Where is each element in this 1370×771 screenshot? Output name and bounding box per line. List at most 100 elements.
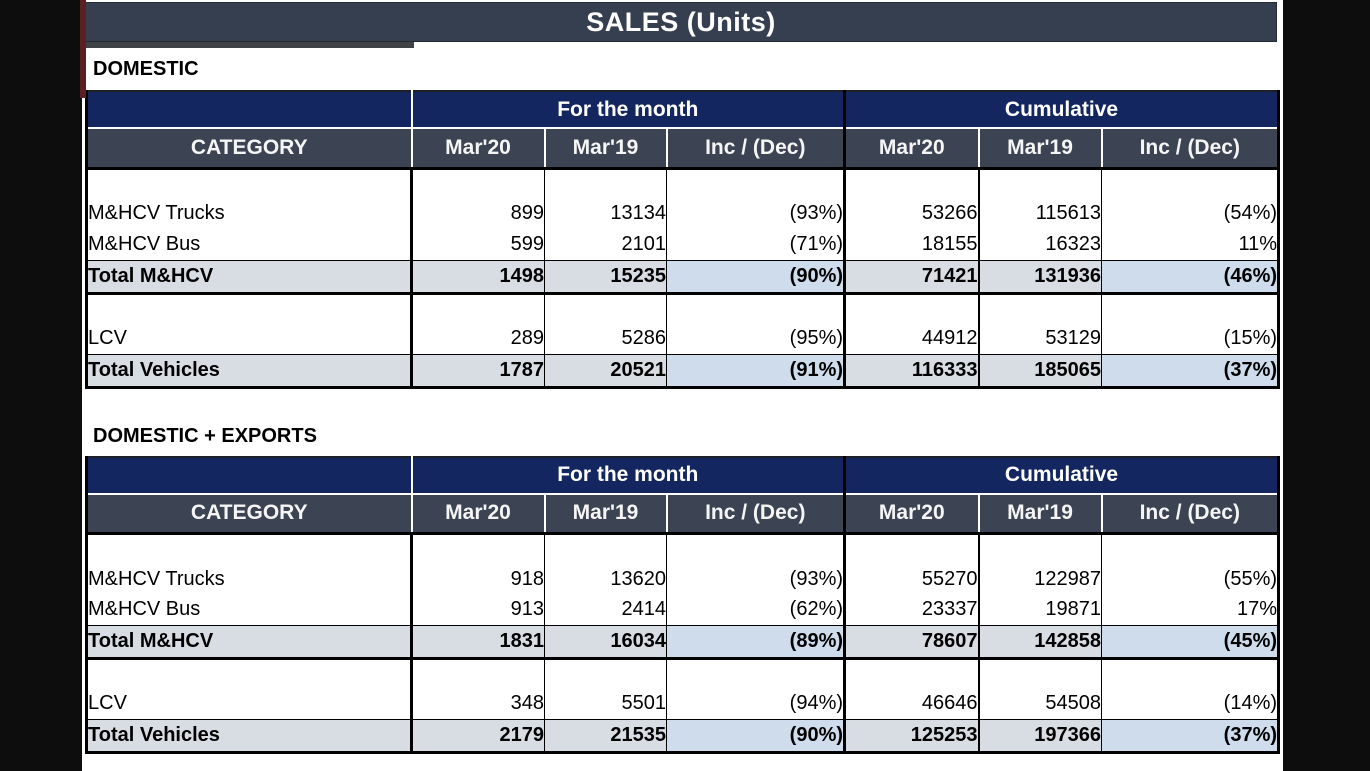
table-cell: 21535: [544, 719, 667, 754]
table-cell: 197366: [977, 719, 1102, 754]
table-cell: [977, 168, 1102, 198]
column-header: Mar'20: [410, 128, 545, 170]
table-cell: 2414: [544, 594, 667, 626]
column-header: Inc / (Dec): [1100, 128, 1281, 170]
page-title: SALES (Units): [85, 2, 1277, 42]
table-row-total: Total M&HCV 1831 16034 (89%) 78607 142858 (45%…: [85, 625, 1281, 660]
table-cell: 1831: [410, 625, 545, 660]
table-cell: 115613: [977, 198, 1102, 229]
column-header-row: CATEGORY Mar'20 Mar'19 Inc / (Dec) Mar'20 Mar…: [85, 493, 1281, 535]
table-cell: 131936: [977, 259, 1102, 295]
table-cell: 13620: [544, 563, 667, 595]
table-cell: 19871: [977, 594, 1102, 626]
table-cell: [977, 658, 1102, 689]
sales-table-domestic-wrap: For the month Cumulative CATEGORY Mar'20 Mar…: [85, 90, 1283, 389]
table-cell: [665, 658, 845, 689]
table-cell: [544, 533, 667, 564]
table-cell: [410, 293, 545, 323]
column-header: CATEGORY: [85, 128, 412, 170]
table-row-data: LCV 348 5501 (94%) 46646 54508 (14%): [85, 688, 1281, 720]
table-cell: 899: [410, 198, 545, 229]
table-cell: 918: [410, 563, 545, 595]
table-cell: 142858: [977, 625, 1102, 660]
table-cell: 23337: [843, 594, 979, 626]
table-cell: 289: [410, 323, 545, 354]
table-row-data: M&HCV Bus 599 2101 (71%) 18155 16323 11%: [85, 229, 1281, 260]
column-header: Inc / (Dec): [665, 493, 845, 535]
column-header: Mar'19: [543, 493, 667, 535]
table-cell: 20521: [544, 353, 667, 389]
table-row-spacer: [85, 293, 1281, 323]
table-cell: (46%): [1101, 259, 1281, 295]
table-cell: [85, 533, 412, 564]
sales-table-domestic-exports-wrap: For the month Cumulative CATEGORY Mar'20 Mar…: [85, 455, 1283, 754]
table-row-spacer: [85, 533, 1281, 564]
table-cell: [843, 168, 979, 198]
table-cell: (91%): [665, 353, 845, 389]
table-cell: LCV: [85, 323, 412, 354]
table-cell: [544, 293, 667, 323]
table-cell: Total Vehicles: [85, 719, 412, 754]
column-header-row: CATEGORY Mar'20 Mar'19 Inc / (Dec) Mar'20 Mar…: [85, 128, 1281, 170]
table-cell: 71421: [843, 259, 979, 295]
table-cell: 16034: [544, 625, 667, 660]
table-cell: [843, 533, 979, 564]
table-cell: (71%): [665, 229, 845, 260]
table-cell: [665, 168, 845, 198]
table-cell: (62%): [665, 594, 845, 626]
table-cell: [544, 168, 667, 198]
table-cell: (90%): [665, 719, 845, 754]
table-cell: 116333: [843, 353, 979, 389]
column-header: Inc / (Dec): [1100, 493, 1281, 535]
table-row-data: M&HCV Trucks 918 13620 (93%) 55270 122987 (55%…: [85, 563, 1281, 595]
table-cell: 2179: [410, 719, 545, 754]
table-cell: (90%): [665, 259, 845, 295]
table-cell: [410, 168, 545, 198]
table-cell: 78607: [843, 625, 979, 660]
table-row-spacer: [85, 168, 1281, 198]
accent-strip: [80, 0, 86, 98]
group-header-blank: [85, 90, 413, 129]
column-header: Inc / (Dec): [665, 128, 845, 170]
column-header: Mar'20: [410, 493, 545, 535]
table-cell: LCV: [85, 688, 412, 720]
table-cell: (37%): [1101, 353, 1281, 389]
column-header: Mar'20: [843, 128, 979, 170]
table-cell: [977, 533, 1102, 564]
table-cell: [85, 658, 412, 689]
table-row-spacer: [85, 658, 1281, 689]
table-cell: (89%): [665, 625, 845, 660]
table-cell: 53129: [977, 323, 1102, 354]
table-cell: [665, 293, 845, 323]
table-cell: M&HCV Trucks: [85, 198, 412, 229]
table-cell: [1101, 168, 1281, 198]
table-cell: (93%): [665, 563, 845, 595]
table-cell: 1498: [410, 259, 545, 295]
table-cell: [665, 533, 845, 564]
table-cell: (14%): [1101, 688, 1281, 720]
table-cell: 53266: [843, 198, 979, 229]
table-cell: [85, 293, 412, 323]
table-cell: [843, 658, 979, 689]
column-header: Mar'19: [977, 128, 1102, 170]
table-row-data: LCV 289 5286 (95%) 44912 53129 (15%): [85, 323, 1281, 354]
group-header-cumulative: Cumulative: [844, 90, 1281, 129]
section-label-domestic-exports: DOMESTIC + EXPORTS: [93, 424, 317, 447]
table-cell: [1101, 658, 1281, 689]
table-cell: 13134: [544, 198, 667, 229]
table-cell: (54%): [1101, 198, 1281, 229]
table-cell: 54508: [977, 688, 1102, 720]
section-label-domestic: DOMESTIC: [93, 58, 199, 80]
group-header-for-the-month: For the month: [411, 90, 847, 129]
table-row-total: Total Vehicles 1787 20521 (91%) 116333 185065…: [85, 353, 1281, 389]
group-header-cumulative: Cumulative: [844, 455, 1281, 495]
table-cell: 913: [410, 594, 545, 626]
table-cell: 11%: [1101, 229, 1281, 260]
table-cell: (45%): [1101, 625, 1281, 660]
table-cell: 18155: [843, 229, 979, 260]
group-header-row: For the month Cumulative: [85, 455, 1281, 495]
table-cell: 1787: [410, 353, 545, 389]
column-header: Mar'19: [543, 128, 667, 170]
table-cell: M&HCV Bus: [85, 594, 412, 626]
table-cell: [410, 658, 545, 689]
